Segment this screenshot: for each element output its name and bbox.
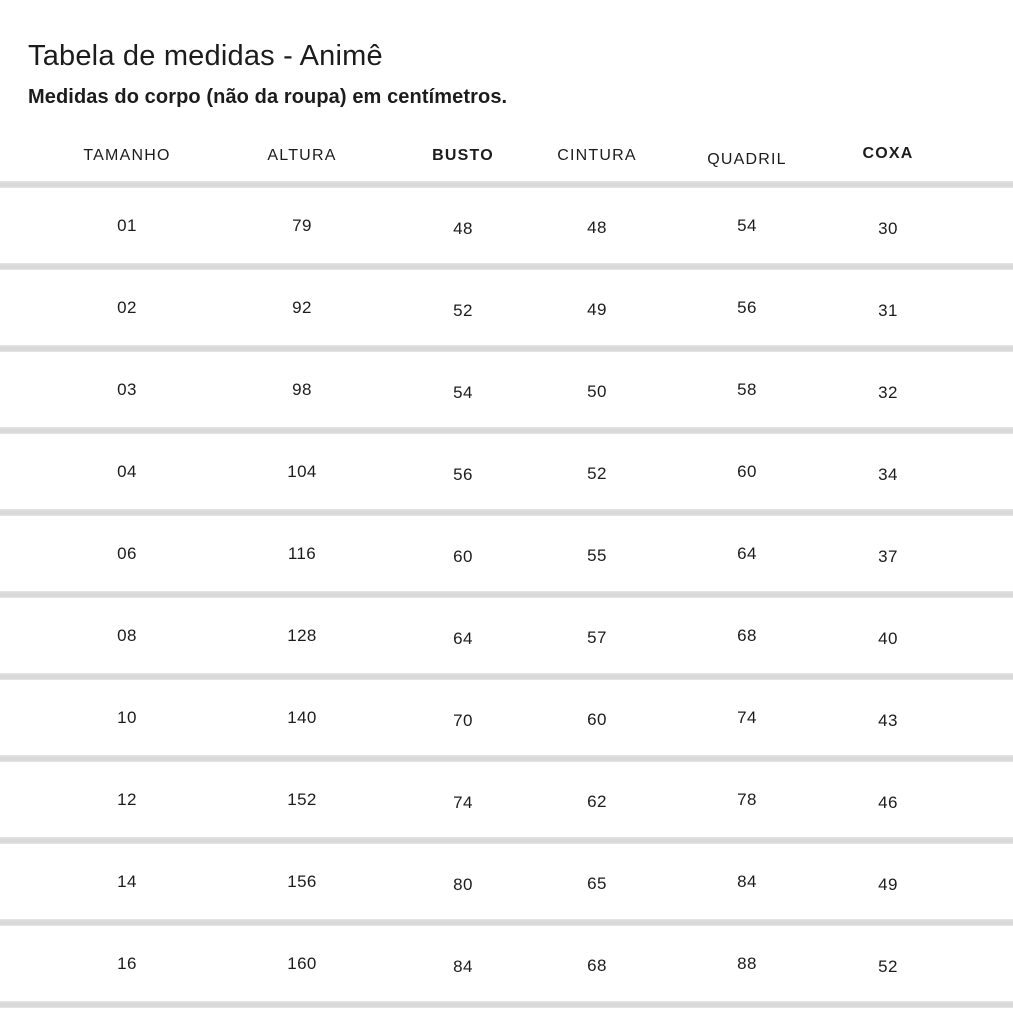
table-cell: 52	[587, 463, 607, 483]
table-cell: 74	[737, 707, 757, 727]
table-cell: 140	[287, 707, 317, 727]
table-cell: 92	[292, 297, 312, 317]
table-body: 01 79 48 48 54 30 02 92 52 49 56 31 03 98 54 50 58 32 04 10…	[0, 188, 1013, 1008]
table-cell: 52	[453, 300, 473, 320]
table-cell: 43	[878, 710, 898, 730]
row-divider	[0, 263, 1013, 270]
table-cell: 56	[453, 464, 473, 484]
table-cell: 37	[878, 546, 898, 566]
table-cell: 84	[737, 871, 757, 891]
table-row: 10 140 70 60 74 43	[0, 680, 1013, 755]
table-cell: 79	[292, 215, 312, 235]
table-row: 14 156 80 65 84 49	[0, 844, 1013, 919]
row-divider	[0, 1001, 1013, 1008]
table-cell: 46	[878, 792, 898, 812]
table-row: 02 92 52 49 56 31	[0, 270, 1013, 345]
table-row: 01 79 48 48 54 30	[0, 188, 1013, 263]
table-cell: 16	[117, 953, 137, 973]
table-cell: 10	[117, 707, 137, 727]
table-cell: 74	[453, 792, 473, 812]
table-cell: 65	[587, 873, 607, 893]
table-cell: 68	[737, 625, 757, 645]
column-header-cintura: CINTURA	[557, 146, 637, 164]
table-cell: 57	[587, 627, 607, 647]
table-cell: 02	[117, 297, 137, 317]
row-divider	[0, 427, 1013, 434]
table-cell: 54	[453, 382, 473, 402]
table-cell: 50	[587, 381, 607, 401]
table-cell: 62	[587, 791, 607, 811]
table-cell: 60	[737, 461, 757, 481]
table-cell: 03	[117, 379, 137, 399]
table-header-row: TAMANHO ALTURA BUSTO CINTURA QUADRIL COX…	[0, 130, 1013, 181]
table-cell: 56	[737, 297, 757, 317]
row-divider	[0, 591, 1013, 598]
table-cell: 80	[453, 874, 473, 894]
table-cell: 06	[117, 543, 137, 563]
table-cell: 08	[117, 625, 137, 645]
table-row: 12 152 74 62 78 46	[0, 762, 1013, 837]
table-cell: 104	[287, 461, 317, 481]
table-row: 04 104 56 52 60 34	[0, 434, 1013, 509]
page-title: Tabela de medidas - Animê	[28, 40, 383, 72]
table-row: 03 98 54 50 58 32	[0, 352, 1013, 427]
table-cell: 156	[287, 871, 317, 891]
table-cell: 64	[453, 628, 473, 648]
table-cell: 68	[587, 955, 607, 975]
table-cell: 40	[878, 628, 898, 648]
table-cell: 160	[287, 953, 317, 973]
table-cell: 30	[878, 218, 898, 238]
table-cell: 31	[878, 300, 898, 320]
table-cell: 152	[287, 789, 317, 809]
table-cell: 128	[287, 625, 317, 645]
table-cell: 54	[737, 215, 757, 235]
page-subtitle: Medidas do corpo (não da roupa) em centí…	[28, 86, 508, 108]
table-cell: 60	[453, 546, 473, 566]
column-header-quadril: QUADRIL	[707, 150, 787, 168]
table-cell: 48	[587, 217, 607, 237]
row-divider	[0, 837, 1013, 844]
column-header-tamanho: TAMANHO	[83, 146, 171, 164]
table-cell: 98	[292, 379, 312, 399]
table-cell: 04	[117, 461, 137, 481]
row-divider	[0, 919, 1013, 926]
table-cell: 70	[453, 710, 473, 730]
row-divider	[0, 345, 1013, 352]
row-divider	[0, 181, 1013, 188]
table-cell: 48	[453, 218, 473, 238]
table-cell: 60	[587, 709, 607, 729]
table-cell: 64	[737, 543, 757, 563]
column-header-busto: BUSTO	[432, 146, 494, 164]
table-row: 16 160 84 68 88 52	[0, 926, 1013, 1001]
column-header-coxa: COXA	[862, 144, 914, 162]
row-divider	[0, 673, 1013, 680]
table-cell: 84	[453, 956, 473, 976]
measurements-table: TAMANHO ALTURA BUSTO CINTURA QUADRIL COX…	[0, 130, 1013, 1008]
table-row: 08 128 64 57 68 40	[0, 598, 1013, 673]
table-row: 06 116 60 55 64 37	[0, 516, 1013, 591]
table-cell: 01	[117, 215, 137, 235]
table-cell: 49	[587, 299, 607, 319]
row-divider	[0, 755, 1013, 762]
table-cell: 14	[117, 871, 137, 891]
table-cell: 49	[878, 874, 898, 894]
table-cell: 34	[878, 464, 898, 484]
table-cell: 58	[737, 379, 757, 399]
table-cell: 55	[587, 545, 607, 565]
table-cell: 52	[878, 956, 898, 976]
table-cell: 88	[737, 953, 757, 973]
table-cell: 12	[117, 789, 137, 809]
table-cell: 78	[737, 789, 757, 809]
table-cell: 32	[878, 382, 898, 402]
row-divider	[0, 509, 1013, 516]
table-cell: 116	[287, 543, 317, 563]
column-header-altura: ALTURA	[267, 146, 337, 164]
